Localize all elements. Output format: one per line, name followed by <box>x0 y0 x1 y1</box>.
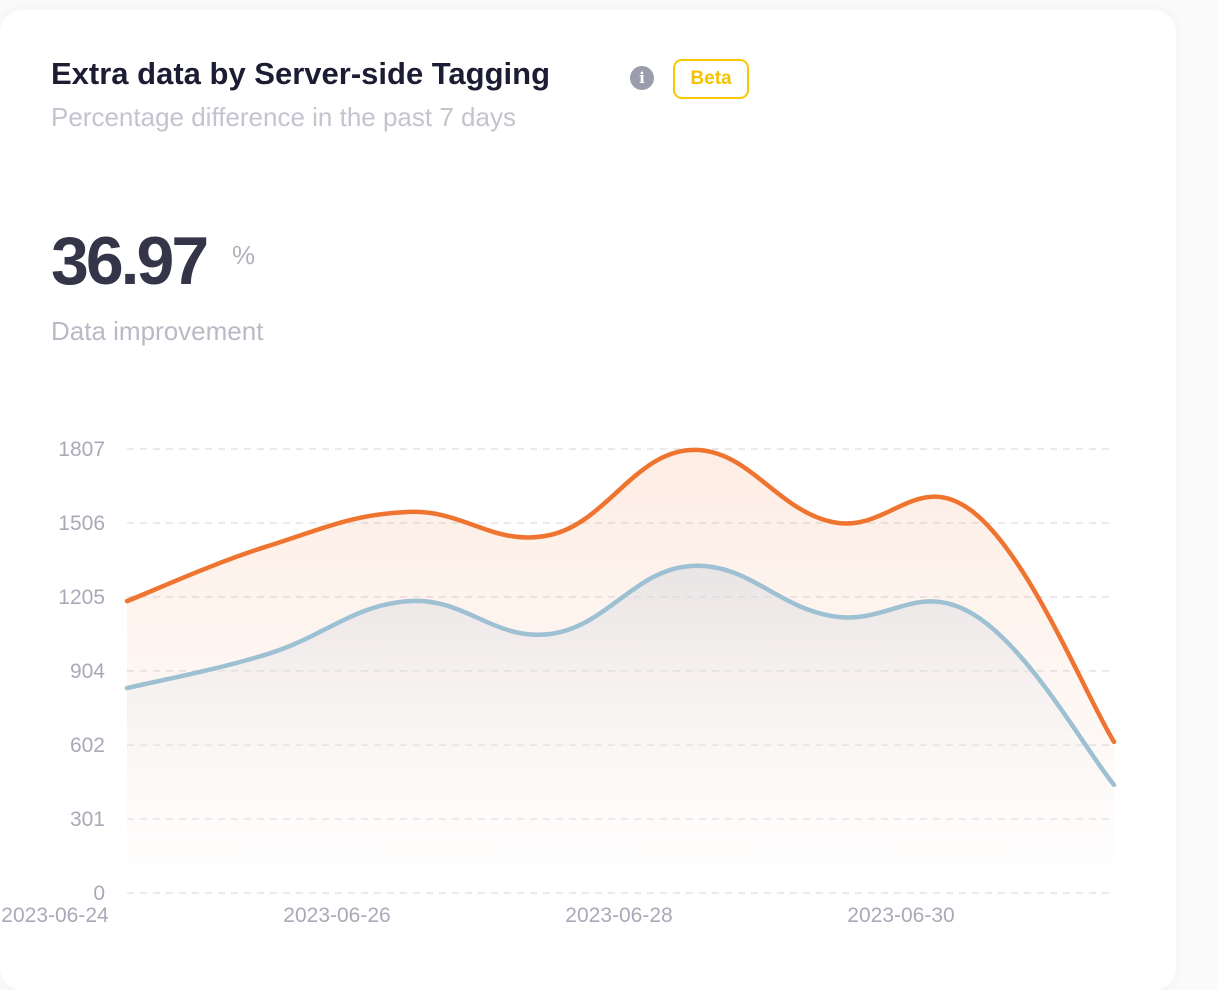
y-tick-label: 1807 <box>58 438 105 461</box>
y-tick-label: 904 <box>70 660 105 683</box>
info-icon[interactable]: i <box>630 66 654 90</box>
x-tick-label: 2023-06-28 <box>565 904 672 927</box>
series-area-1 <box>127 565 1114 893</box>
kpi-unit: % <box>232 240 256 270</box>
kpi-label: Data improvement <box>51 316 264 346</box>
x-tick-label: 2023-06-24 <box>1 904 109 927</box>
card-subtitle: Percentage difference in the past 7 days <box>51 102 516 132</box>
x-tick-label: 2023-06-26 <box>283 904 390 927</box>
y-tick-label: 602 <box>70 734 105 757</box>
series-line-1 <box>124 563 1117 788</box>
y-tick-label: 1205 <box>58 586 105 609</box>
y-tick-label: 1506 <box>58 512 105 535</box>
beta-badge: Beta <box>673 59 749 99</box>
series-line-0 <box>124 447 1117 745</box>
y-tick-label: 0 <box>93 882 105 905</box>
x-tick-label: 2023-06-30 <box>847 904 954 927</box>
kpi-value: 36.97 <box>51 223 209 299</box>
area-chart: 0 301 602 904 1205 1506 1807 2023-06-24 2023-06-… <box>1 438 1117 927</box>
card-title: Extra data by Server-side Tagging <box>51 56 551 91</box>
y-tick-label: 301 <box>70 808 105 831</box>
